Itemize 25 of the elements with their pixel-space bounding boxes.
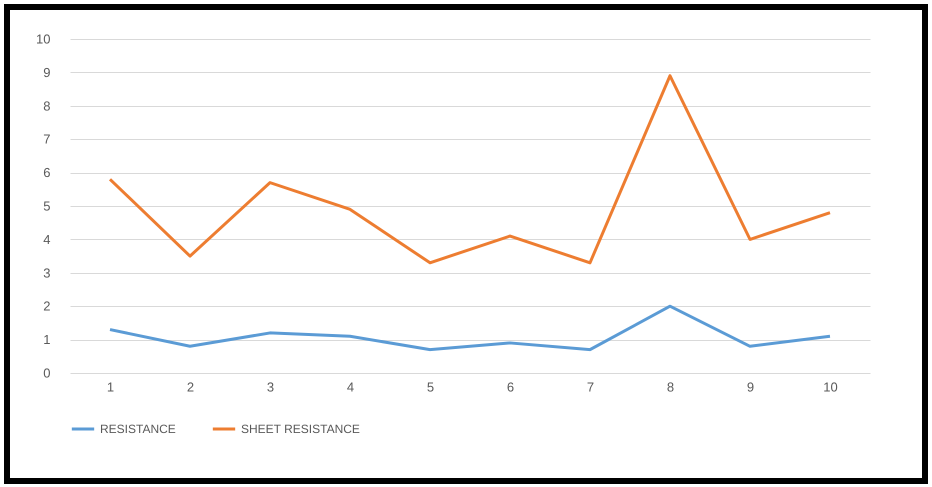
x-tick-label: 4 (346, 380, 354, 394)
line-series (108, 304, 832, 352)
legend-label: SHEET RESISTANCE (241, 422, 360, 436)
y-tick-label: 6 (43, 165, 50, 180)
x-tick-label: 2 (186, 380, 194, 394)
x-tick-label: 8 (666, 380, 674, 394)
x-tick-label: 3 (266, 380, 274, 394)
y-tick-label: 3 (43, 265, 50, 280)
x-tick-label: 10 (823, 380, 838, 394)
line-series (108, 74, 832, 264)
y-tick-label: 8 (43, 98, 50, 114)
x-tick-label: 5 (426, 380, 434, 394)
y-tick-label: 4 (43, 232, 50, 247)
y-tick-label: 7 (43, 132, 50, 147)
y-tick-label: 2 (43, 298, 50, 314)
x-tick-label: 1 (106, 380, 114, 394)
x-tick-label: 9 (746, 380, 754, 394)
y-tick-label: 0 (43, 366, 50, 380)
y-tick-label: 1 (43, 332, 50, 348)
legend-label: RESISTANCE (100, 422, 176, 436)
x-tick-label: 7 (586, 380, 594, 394)
y-tick-label: 10 (36, 32, 50, 46)
x-tick-label: 6 (506, 380, 514, 394)
y-tick-label: 9 (43, 64, 50, 80)
y-tick-label: 5 (43, 198, 50, 214)
